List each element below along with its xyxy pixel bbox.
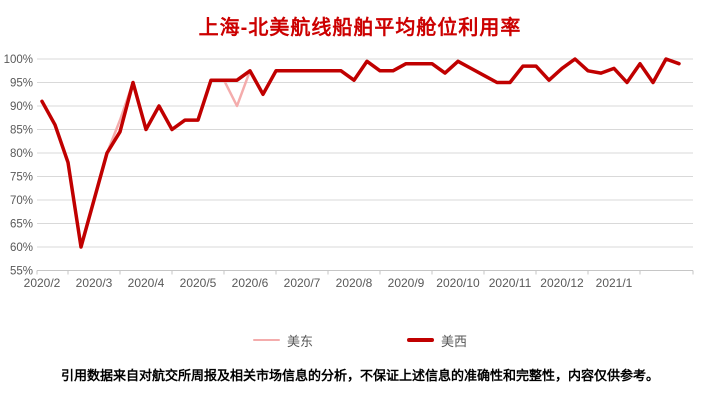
y-axis-tick-label: 60% xyxy=(10,242,33,254)
x-axis-tick-label: 2020/9 xyxy=(388,276,425,290)
x-axis-tick-label: 2020/10 xyxy=(436,276,480,290)
x-axis-tick-label: 2020/5 xyxy=(180,276,217,290)
legend-label-us-east: 美东 xyxy=(286,333,313,349)
us-west-line-swatch xyxy=(407,338,434,342)
disclaimer-text: 引用数据来自对航交所周报及相关市场信息的分析，不保证上述信息的准确性和完整性，内… xyxy=(60,368,659,383)
y-axis-tick-label: 75% xyxy=(10,172,33,184)
y-axis-tick-label: 100% xyxy=(4,54,33,66)
x-axis-tick-label: 2020/3 xyxy=(76,276,113,290)
y-axis-tick-label: 55% xyxy=(10,266,33,278)
y-axis-tick-label: 85% xyxy=(10,125,33,137)
x-axis-tick-label: 2020/7 xyxy=(284,276,321,290)
y-axis-tick-label: 90% xyxy=(10,101,33,113)
x-axis-tick-label: 2020/6 xyxy=(232,276,269,290)
x-axis-tick-label: 2020/12 xyxy=(540,276,584,290)
us-east-line-swatch xyxy=(252,338,280,342)
legend-item-us-east: 美东 xyxy=(252,331,313,350)
x-axis-tick-label: 2020/8 xyxy=(336,276,373,290)
x-axis-tick-label: 2020/2 xyxy=(24,276,61,290)
series-line-us-west xyxy=(40,57,681,249)
y-axis-tick-label: 80% xyxy=(10,148,33,160)
utilization-line-chart: 55% 60% 65% 70% 75% 80% 85% 90% 95% 100% 2020/2 202… xyxy=(4,54,694,290)
legend-label-us-west: 美西 xyxy=(441,333,468,349)
x-axis-tick-label: 2020/4 xyxy=(128,276,165,290)
y-axis-tick-label: 70% xyxy=(10,195,33,207)
x-axis-tick-label: 2020/11 xyxy=(489,276,532,290)
y-axis-tick-label: 95% xyxy=(10,78,33,90)
legend: 美东 美西 xyxy=(0,330,720,350)
y-axis-tick-label: 65% xyxy=(10,219,33,231)
x-axis-tick-label: 2021/1 xyxy=(596,276,633,290)
chart-title: 上海-北美航线船舶平均舱位利用率 xyxy=(198,17,522,39)
legend-item-us-west: 美西 xyxy=(407,331,467,350)
